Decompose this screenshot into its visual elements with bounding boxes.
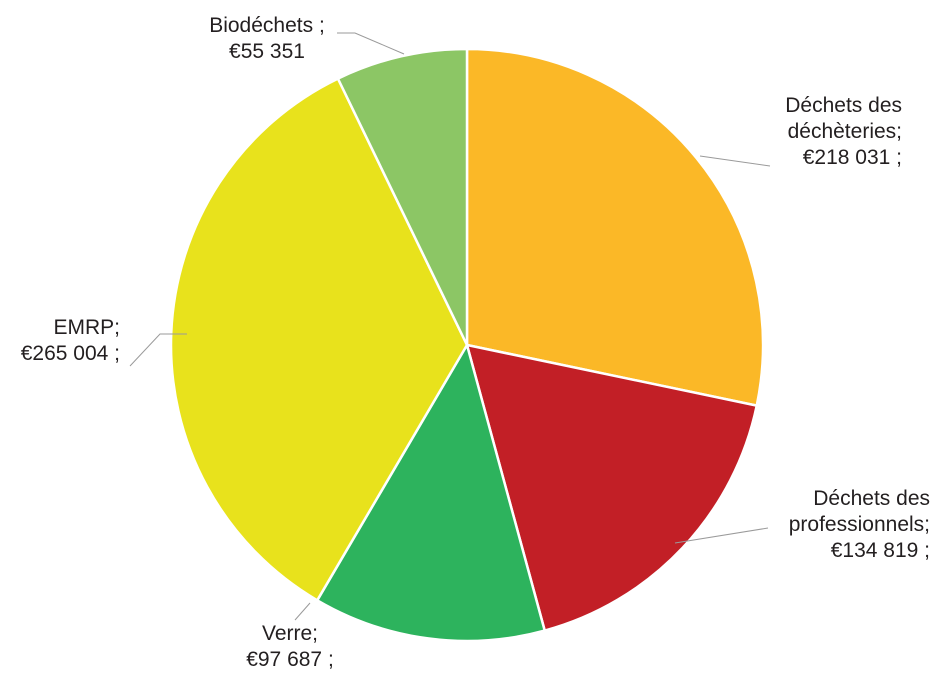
data-label-verre: Verre; €97 687 ; [246,622,334,671]
labels-layer: Déchets des déchèteries; €218 031 ;Déchets… [21,14,930,671]
data-label-line: EMRP; [53,316,120,339]
data-label-emrp: EMRP; €265 004 ; [21,316,120,365]
data-label-line: Déchets des [813,487,930,510]
data-label-line: Biodéchets ; [209,14,325,37]
data-label-dechets-des-professionnels: Déchets des professionnels; €134 819 ; [789,487,930,562]
leader-line-verre [294,602,311,621]
slices-layer [169,47,765,643]
data-label-biodechets: Biodéchets ; €55 351 [209,14,325,63]
data-label-dechets-des-decheteries: Déchets des déchèteries; €218 031 ; [785,94,902,169]
data-label-line: €265 004 ; [21,342,120,365]
pie-slice-dechets-des-professionnels [465,343,758,632]
leader-line-biodechets [337,32,405,55]
leader-line-dechets-des-professionnels [674,527,769,544]
leader-line-dechets-des-decheteries [699,155,771,167]
data-label-line: Verre; [262,622,318,645]
pie-slice-verre [315,343,546,643]
data-label-line: Déchets des [785,94,902,117]
leader-line-emrp [129,333,187,367]
data-label-line: €97 687 ; [246,648,334,671]
data-label-line: professionnels; [789,513,930,536]
data-label-line: €55 351 [229,40,305,63]
pie-slice-dechets-des-decheteries [465,47,765,407]
data-label-line: €134 819 ; [831,539,930,562]
data-label-line: €218 031 ; [803,146,902,169]
leader-lines-layer [129,32,771,621]
pie-slice-biodechets [336,47,469,347]
data-label-line: déchèteries; [788,120,902,143]
pie-slice-emrp [169,77,469,602]
